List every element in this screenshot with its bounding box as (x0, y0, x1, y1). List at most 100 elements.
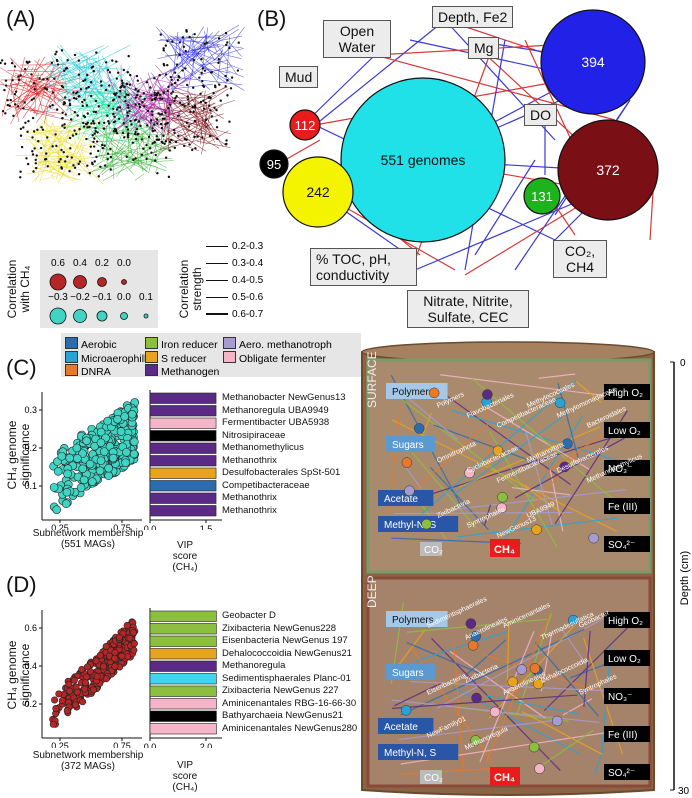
vip-bar (149, 723, 217, 735)
vip-bar (149, 430, 217, 442)
svg-text:Methyl-N, S: Methyl-N, S (384, 748, 437, 759)
substrate-box (378, 516, 459, 532)
vip-bar (149, 405, 217, 417)
vip-tick-label: 1.5 (200, 524, 213, 530)
vip-bar (149, 623, 217, 635)
panel-c-letter: (C) (6, 355, 37, 380)
y-tick-label: 0.6 (24, 623, 37, 633)
vip-tick-label: 2.0 (200, 742, 213, 748)
corr-neg-label: −0.1 (92, 292, 112, 303)
x-tick-label: 0.75 (113, 741, 131, 748)
svg-text:Polymers: Polymers (392, 615, 434, 626)
vip-bar (149, 710, 217, 722)
y-tick-label: 0.3 (24, 405, 37, 415)
vip-bar-label: Desulfobacterales SpSt-501 (222, 467, 341, 478)
network-a-hairball (0, 24, 245, 185)
svg-text:SO₄²⁻: SO₄²⁻ (608, 768, 635, 779)
corr-pos-label: 0.2 (95, 258, 109, 269)
strength-entry: 0.6-0.7 (206, 309, 286, 320)
corr-neg-label: 0.1 (139, 292, 153, 303)
panel-c-vip-bars: 0.0 1.5 (144, 390, 222, 530)
correlation-legend-circles: 0.6 0.4 0.2 0.0 −0.3 −0.2 −0.1 0.0 0.1 (48, 258, 153, 325)
substrate-box (386, 664, 436, 680)
ch4-box (490, 767, 520, 785)
svg-text:High O₂: High O₂ (608, 616, 643, 627)
substrate-box (378, 718, 434, 734)
co2-box (420, 542, 442, 556)
strength-entry: 0.4-0.5 (206, 275, 286, 286)
y-tick-label: 0.2 (24, 443, 37, 453)
svg-text:CH₄: CH₄ (494, 544, 515, 556)
vip-bar-label: Competibacteraceae (222, 479, 310, 491)
vip-bar (149, 673, 217, 685)
y-tick-label: 0.2 (24, 699, 37, 709)
y-tick-label: 0.4 (24, 661, 37, 671)
vip-bar-label: Methanoregula (222, 660, 286, 671)
electron-acceptor-box (604, 726, 650, 742)
substrate-box (378, 490, 434, 506)
metabolism-legend-item: Methanogen (145, 364, 219, 378)
vip-bar-label: Geobacter D (222, 610, 276, 621)
panel-d-scatter: 0.6 0.4 0.2 0.25 0.75 (24, 610, 142, 748)
co2-box (420, 770, 442, 784)
vip-bar-label: Methanothrix (222, 454, 277, 466)
depth-tick: 0 (680, 358, 686, 369)
vip-bar-label: Aminicenantales NewGenus280 (222, 722, 358, 734)
node-551: 551 genomes (381, 152, 466, 168)
corr-neg-label: −0.3 (48, 292, 68, 303)
electron-acceptor-box (604, 688, 650, 704)
vip-bar (149, 442, 217, 454)
vip-tick-label: 0.0 (144, 524, 156, 530)
svg-text:Fe (III): Fe (III) (608, 730, 637, 741)
label-mg: Mg (468, 37, 500, 59)
vip-bar (149, 492, 217, 504)
metabolism-legend-item: Iron reducer (145, 337, 218, 351)
node-394: 394 (581, 54, 605, 70)
vip-bar (149, 635, 217, 647)
electron-acceptor-box (604, 498, 650, 514)
panel-d-vip-bars: 0.0 2.0 (144, 608, 222, 748)
x-tick-label: 0.75 (113, 523, 131, 530)
metabolism-legend-item: Aerobic (65, 337, 117, 351)
vip-bar-label: Nitrosipiraceae (222, 429, 286, 441)
svg-text:NO₃⁻: NO₃⁻ (608, 464, 632, 475)
substrate-box (386, 436, 436, 452)
vip-bar (149, 660, 217, 672)
svg-text:SO₄²⁻: SO₄²⁻ (608, 540, 635, 551)
panel-c-scatter: 0.3 0.2 0.1 0.25 0.75 (24, 392, 142, 530)
vip-bar-label: Sedimentisphaerales Planc-01 (222, 672, 351, 684)
surface-label: SURFACE (365, 351, 379, 408)
vip-bar-label: Bathyarchaeia NewGenus21 (222, 710, 343, 721)
svg-text:Acetate: Acetate (384, 722, 418, 733)
corr-neg-label: −0.2 (70, 292, 90, 303)
vip-bar-label: Methanoregula UBA9949 (222, 404, 329, 416)
depth-tick: 30 (678, 786, 690, 797)
vip-bar-label: Fermentibacter UBA5938 (222, 417, 330, 428)
substrate-box (378, 744, 459, 760)
svg-text:NO₃⁻: NO₃⁻ (608, 692, 632, 703)
vip-bar (149, 392, 217, 404)
label-do: DO (524, 104, 557, 126)
electron-acceptor-box (604, 384, 650, 400)
vip-bar-label: Methanomethylicus (222, 442, 304, 453)
panel-b-letter: (B) (257, 6, 287, 31)
panel-c-vip-label: VIP score (CH₄) (172, 540, 198, 573)
svg-text:CO₂: CO₂ (424, 545, 443, 556)
corr-pos-label: 0.6 (51, 258, 65, 269)
panel-d-letter: (D) (6, 572, 37, 597)
electron-acceptor-box (604, 650, 650, 666)
vip-bar-label: Zixibacteria NewGenus228 (222, 622, 337, 634)
svg-text:Fe (III): Fe (III) (608, 502, 637, 513)
vip-bar (149, 610, 217, 622)
svg-text:Low O₂: Low O₂ (608, 654, 641, 665)
label-nitrate: Nitrate, Nitrite, Sulfate, CEC (407, 290, 529, 328)
label-depth-fe2: Depth, Fe2 (432, 6, 514, 28)
x-tick-label: 0.25 (51, 741, 69, 748)
metabolism-legend: Aerobic Microaerophillic DNRA Iron reducer S… (61, 333, 361, 378)
svg-text:CH₄: CH₄ (494, 772, 515, 784)
strength-legend-title: Correlation strength (177, 259, 204, 319)
label-mud: Mud (279, 66, 319, 88)
svg-text:High O₂: High O₂ (608, 388, 643, 399)
vip-bar (149, 480, 217, 492)
node-95: 95 (267, 157, 281, 172)
